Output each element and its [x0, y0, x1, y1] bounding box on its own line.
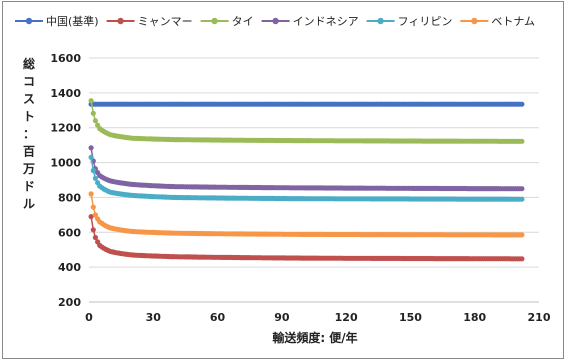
- series-3: [88, 145, 525, 192]
- data-point: [88, 214, 94, 220]
- legend-label: タイ: [232, 15, 254, 28]
- series-1: [88, 214, 525, 262]
- x-tick-label: 210: [528, 311, 551, 324]
- legend-item: タイ: [200, 15, 254, 28]
- x-axis-title: 輸送頻度: 便/年: [272, 330, 357, 345]
- legend-label: ベトナム: [491, 15, 535, 28]
- chart-frame: 中国(基準) ミャンマー タイ インドネシア フィリピン ベトナム 0 30 60 90 120 1…: [2, 1, 564, 359]
- legend-item: ベトナム: [460, 15, 535, 28]
- data-point: [90, 227, 96, 233]
- x-tick-label: 150: [399, 311, 422, 324]
- x-tick-label: 60: [210, 311, 226, 324]
- data-point: [519, 101, 525, 107]
- x-axis: 0 30 60 90 120 150 180 210: [85, 311, 551, 324]
- data-point: [88, 145, 94, 151]
- legend-swatch-marker: [377, 17, 384, 25]
- y-axis-title-char: ：: [23, 127, 35, 141]
- data-point: [519, 186, 525, 192]
- data-point: [519, 232, 525, 238]
- legend-label: インドネシア: [293, 15, 359, 28]
- gridlines: [89, 57, 539, 303]
- y-tick-label: 400: [58, 261, 81, 274]
- series-5: [88, 191, 525, 238]
- data-point: [88, 191, 94, 197]
- data-point: [519, 256, 525, 262]
- y-tick-label: 1400: [50, 87, 81, 100]
- y-axis-title-char: 総: [23, 56, 35, 71]
- legend-item: 中国(基準): [15, 14, 99, 28]
- y-tick-label: 1600: [50, 52, 81, 65]
- legend-swatch-marker: [117, 17, 124, 25]
- legend-swatch-marker: [25, 17, 33, 25]
- legend-label: フィリピン: [398, 15, 453, 28]
- x-tick-label: 90: [274, 311, 290, 324]
- y-axis-title-char: ド: [23, 180, 35, 194]
- y-tick-label: 1000: [50, 157, 81, 170]
- data-point: [92, 175, 98, 181]
- x-tick-label: 180: [463, 311, 486, 324]
- data-point: [90, 167, 96, 174]
- x-tick-label: 120: [335, 311, 358, 324]
- y-axis-title-char: ス: [23, 92, 35, 106]
- y-axis-title-char: 万: [22, 162, 35, 176]
- legend-item: インドネシア: [261, 15, 359, 28]
- y-tick-label: 1200: [50, 122, 81, 135]
- legend: 中国(基準) ミャンマー タイ インドネシア フィリピン ベトナム: [15, 14, 535, 28]
- legend-swatch-marker: [272, 17, 279, 25]
- legend-swatch-marker: [211, 17, 218, 25]
- legend-item: ミャンマー: [106, 15, 193, 28]
- data-point: [519, 196, 525, 202]
- y-axis: 200 400 600 800 1000 1200 1400 1600: [50, 52, 81, 309]
- legend-label: ミャンマー: [138, 15, 193, 28]
- series-2: [88, 98, 525, 144]
- data-point: [90, 110, 96, 116]
- y-tick-label: 200: [58, 296, 81, 309]
- data-point: [92, 234, 98, 241]
- series-line: [90, 100, 522, 143]
- data-point: [92, 212, 98, 218]
- legend-swatch-marker: [471, 17, 478, 25]
- y-axis-title-char: ル: [23, 197, 35, 211]
- y-tick-label: 800: [58, 191, 81, 204]
- line-chart: 中国(基準) ミャンマー タイ インドネシア フィリピン ベトナム 0 30 60 90 120 1…: [15, 14, 551, 345]
- data-point: [88, 98, 94, 104]
- y-axis-title-char: ト: [23, 110, 35, 124]
- series-line: [90, 157, 522, 200]
- y-axis-title-char: コ: [23, 75, 35, 89]
- series-4: [88, 154, 525, 202]
- series-0: [88, 101, 525, 107]
- series-line: [90, 147, 522, 190]
- y-tick-label: 600: [58, 226, 81, 239]
- data-point: [88, 154, 94, 160]
- legend-label: 中国(基準): [46, 14, 99, 28]
- data-point: [92, 118, 98, 124]
- legend-item: フィリピン: [366, 15, 453, 28]
- y-axis-title-char: 百: [23, 145, 35, 159]
- series-line: [90, 216, 522, 260]
- x-tick-label: 30: [146, 311, 162, 324]
- data-point: [519, 138, 525, 144]
- data-point: [90, 204, 96, 210]
- series-layer: [88, 98, 525, 262]
- x-tick-label: 0: [85, 311, 93, 324]
